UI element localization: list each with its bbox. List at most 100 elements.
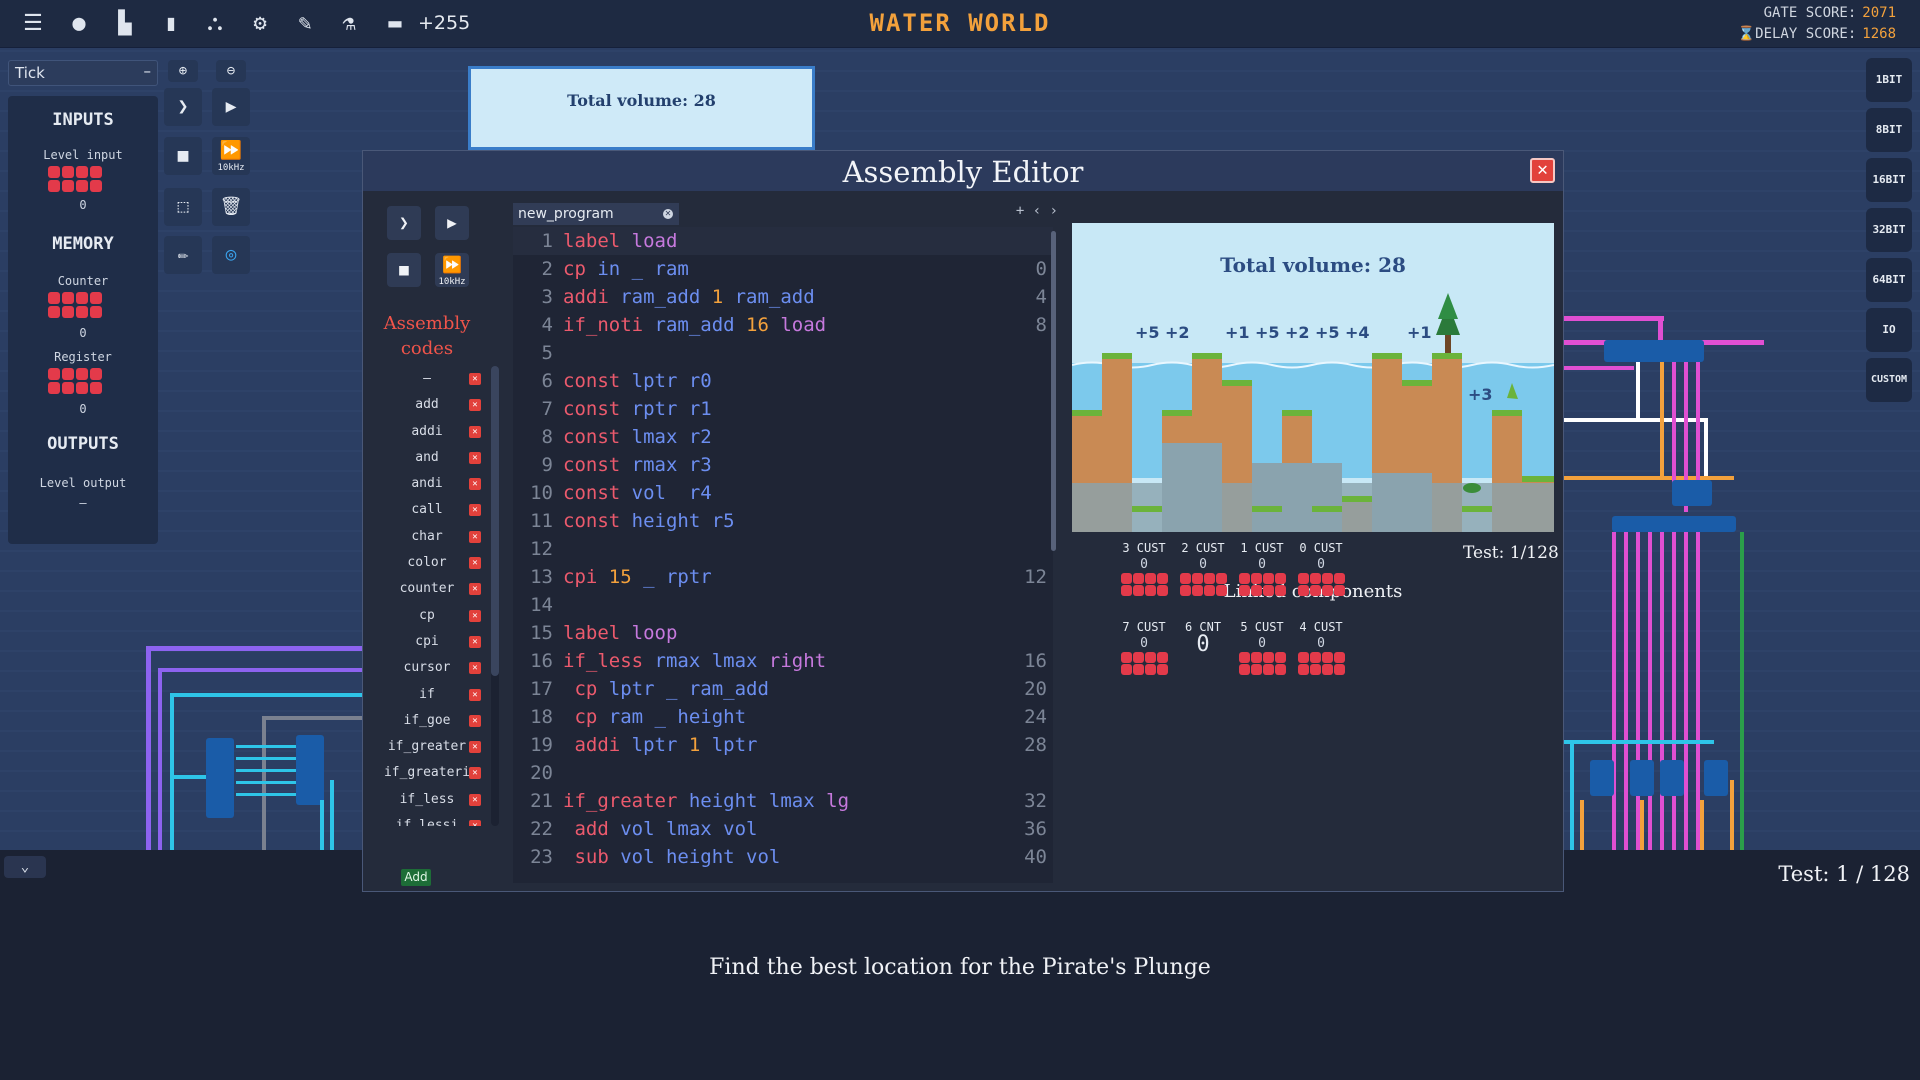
code-line[interactable]: 6 const lptr r0 xyxy=(513,367,1053,395)
delete-code-icon[interactable]: ✕ xyxy=(469,714,481,727)
delete-code-icon[interactable]: ✕ xyxy=(469,425,481,438)
linked-component[interactable]: 4 CUST 0 xyxy=(1292,620,1350,675)
linked-component[interactable]: 3 CUST 0 xyxy=(1115,541,1173,596)
delete-code-icon[interactable]: ✕ xyxy=(469,399,481,412)
counter-component[interactable] xyxy=(48,292,102,318)
code-line[interactable]: 9 const rmax r3 xyxy=(513,451,1053,479)
code-line[interactable]: 12 xyxy=(513,535,1053,563)
code-line[interactable]: 2 cp in _ ram 0 xyxy=(513,255,1053,283)
toolbar-io[interactable]: IO xyxy=(1866,308,1912,352)
step-button[interactable]: ❯ xyxy=(164,88,202,126)
code-list-item[interactable]: counter ✕ xyxy=(371,576,483,602)
code-list-item[interactable]: – ✕ xyxy=(371,366,483,392)
code-line[interactable]: 19 addi lptr 1 lptr 28 xyxy=(513,731,1053,759)
file-icon[interactable]: ▙ xyxy=(118,11,132,36)
zoom-out-icon[interactable]: ⊖ xyxy=(216,60,246,82)
hierarchy-icon[interactable]: ⛬ xyxy=(207,11,223,36)
code-line[interactable]: 16 if_less rmax lmax right 16 xyxy=(513,647,1053,675)
tick-collapse[interactable]: – xyxy=(143,62,152,80)
tab-controls[interactable]: + ‹ › xyxy=(1015,203,1058,219)
code-line[interactable]: 7 const rptr r1 xyxy=(513,395,1053,423)
code-list-item[interactable]: cp ✕ xyxy=(371,603,483,629)
delete-code-icon[interactable]: ✕ xyxy=(469,583,481,596)
code-line[interactable]: 22 add vol lmax vol 36 xyxy=(513,815,1053,843)
code-line[interactable]: 11 const height r5 xyxy=(513,507,1053,535)
tick-dropdown[interactable]: Tick – xyxy=(8,60,158,86)
color-wheel-icon[interactable]: ◎ xyxy=(212,236,250,274)
code-list-item[interactable]: cursor ✕ xyxy=(371,655,483,681)
toolbar-custom[interactable]: CUSTOM xyxy=(1866,358,1912,402)
zoom-in-icon[interactable]: ⊕ xyxy=(168,60,198,82)
code-line[interactable]: 13 cpi 15 _ rptr 12 xyxy=(513,563,1053,591)
delete-code-icon[interactable]: ✕ xyxy=(469,767,481,780)
fast-forward-button[interactable]: ⏩ 10kHz xyxy=(212,137,250,175)
code-line[interactable]: 10 const vol r4 xyxy=(513,479,1053,507)
delete-code-icon[interactable]: ✕ xyxy=(469,609,481,622)
delete-code-icon[interactable]: ✕ xyxy=(469,741,481,754)
chat-icon[interactable]: ● xyxy=(72,11,86,36)
toolbar-1bit[interactable]: 1BIT xyxy=(1866,58,1912,102)
code-list-item[interactable]: color ✕ xyxy=(371,550,483,576)
toolbar-32bit[interactable]: 32BIT xyxy=(1866,208,1912,252)
stop-button[interactable]: ■ xyxy=(164,137,202,175)
delete-code-icon[interactable]: ✕ xyxy=(469,478,481,491)
delete-code-icon[interactable]: ✕ xyxy=(469,504,481,517)
code-line[interactable]: 5 xyxy=(513,339,1053,367)
delete-code-icon[interactable]: ✕ xyxy=(469,820,481,826)
code-list-item[interactable]: andi ✕ xyxy=(371,471,483,497)
delete-code-icon[interactable]: ✕ xyxy=(469,635,481,648)
code-list-item[interactable]: if_less ✕ xyxy=(371,787,483,813)
code-list-item[interactable]: and ✕ xyxy=(371,445,483,471)
code-list-item[interactable]: call ✕ xyxy=(371,497,483,523)
close-icon[interactable]: ✕ xyxy=(1530,158,1555,183)
tab-close-icon[interactable]: ✕ xyxy=(663,209,673,219)
toolbar-16bit[interactable]: 16BIT xyxy=(1866,158,1912,202)
delete-code-icon[interactable]: ✕ xyxy=(469,688,481,701)
flask-icon[interactable]: ⚗ xyxy=(342,11,356,36)
chevron-down-icon[interactable]: ⌄ xyxy=(4,856,46,878)
code-line[interactable]: 8 const lmax r2 xyxy=(513,423,1053,451)
linked-component[interactable]: 0 CUST 0 xyxy=(1292,541,1350,596)
code-line[interactable]: 15 label loop xyxy=(513,619,1053,647)
select-icon[interactable]: ⬚ xyxy=(164,188,202,226)
delete-code-icon[interactable]: ✕ xyxy=(469,793,481,806)
code-list-item[interactable]: add ✕ xyxy=(371,392,483,418)
register-component[interactable] xyxy=(48,368,102,394)
code-list-item[interactable]: if_lessi ✕ xyxy=(371,813,483,826)
code-line[interactable]: 17 cp lptr _ ram_add 20 xyxy=(513,675,1053,703)
editor-play-button[interactable]: ▶ xyxy=(435,206,469,240)
toolbar-64bit[interactable]: 64BIT xyxy=(1866,258,1912,302)
editor-step-button[interactable]: ❯ xyxy=(387,206,421,240)
code-line[interactable]: 4 if_noti ram_add 16 load 8 xyxy=(513,311,1053,339)
add-code-button[interactable]: Add xyxy=(401,869,431,886)
code-editor[interactable]: 1 label load 2 cp in _ ram 0 3 addi ram_add 1 … xyxy=(513,227,1053,883)
tab-new-program[interactable]: new_program ✕ xyxy=(513,203,679,225)
code-line[interactable]: 20 xyxy=(513,759,1053,787)
delete-code-icon[interactable]: ✕ xyxy=(469,373,481,385)
code-list-item[interactable]: char ✕ xyxy=(371,524,483,550)
code-scrollbar[interactable] xyxy=(1051,231,1056,551)
gear-icon[interactable]: ⚙ xyxy=(253,11,267,36)
linked-component[interactable]: 6 CNT 0 xyxy=(1174,620,1232,657)
bank-icon[interactable]: ▬ xyxy=(388,11,402,36)
book-icon[interactable]: ▮ xyxy=(164,11,178,36)
linked-component[interactable]: 7 CUST 0 xyxy=(1115,620,1173,675)
code-list-item[interactable]: if_greater ✕ xyxy=(371,734,483,760)
editor-stop-button[interactable]: ■ xyxy=(387,253,421,287)
trash-icon[interactable]: 🗑 xyxy=(212,188,250,226)
toolbar-8bit[interactable]: 8BIT xyxy=(1866,108,1912,152)
linked-component[interactable]: 2 CUST 0 xyxy=(1174,541,1232,596)
code-line[interactable]: 18 cp ram _ height 24 xyxy=(513,703,1053,731)
code-line[interactable]: 14 xyxy=(513,591,1053,619)
wrench-icon[interactable]: ✎ xyxy=(298,11,312,36)
code-line[interactable]: 3 addi ram_add 1 ram_add 4 xyxy=(513,283,1053,311)
delete-code-icon[interactable]: ✕ xyxy=(469,662,481,675)
pencil-icon[interactable]: ✏ xyxy=(164,236,202,274)
delete-code-icon[interactable]: ✕ xyxy=(469,530,481,543)
code-line[interactable]: 21 if_greater height lmax lg 32 xyxy=(513,787,1053,815)
code-list-item[interactable]: addi ✕ xyxy=(371,419,483,445)
linked-component[interactable]: 5 CUST 0 xyxy=(1233,620,1291,675)
level-input-component[interactable] xyxy=(48,166,102,192)
menu-icon[interactable]: ☰ xyxy=(23,11,43,36)
play-button[interactable]: ▶ xyxy=(212,88,250,126)
